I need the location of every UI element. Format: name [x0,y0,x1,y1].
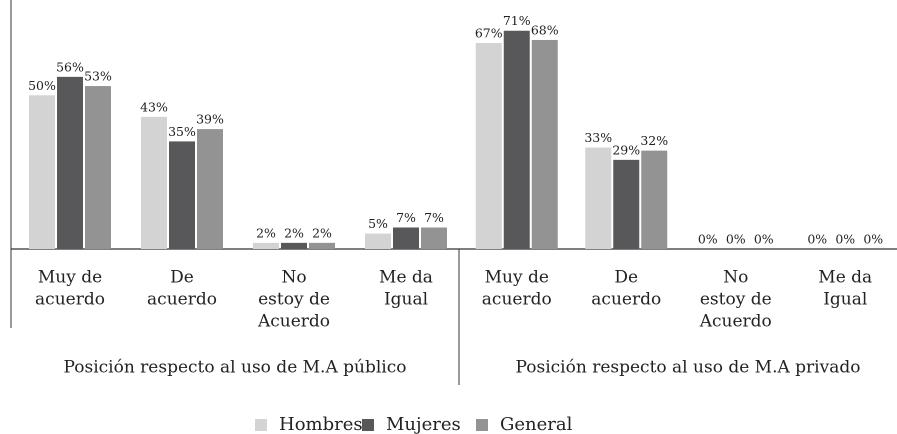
x-tick-label: acuerdo [591,290,661,310]
x-tick-label: Acuerdo [257,312,330,332]
x-tick-label: estoy de [258,290,330,310]
value-label: 2% [256,225,276,240]
value-label: 67% [475,26,503,41]
x-tick-label: Muy de [38,268,102,288]
x-tick-label: acuerdo [147,290,217,310]
value-label: 32% [640,133,668,148]
value-label: 5% [368,216,388,231]
value-label: 35% [168,124,196,139]
bar [365,233,391,249]
value-label: 2% [284,225,304,240]
bar [29,95,55,249]
x-tick-label: Acuerdo [699,312,772,332]
value-label: 43% [140,99,168,114]
bar [475,43,502,250]
x-tick-label: Muy de [485,268,549,288]
value-label: 33% [584,130,612,145]
value-label: 0% [835,232,855,247]
value-label: 56% [56,59,84,74]
value-label: 71% [503,13,531,28]
value-label: 0% [698,232,718,247]
bar [253,242,279,249]
x-tick-label: Igual [823,290,867,310]
x-tick-label: Me da [379,268,433,288]
x-tick-label: estoy de [700,290,772,310]
value-label: 7% [424,210,444,225]
x-tick-label: De [170,268,194,288]
value-label: 53% [84,69,112,84]
value-label: 39% [196,112,224,127]
x-tick-label: No [723,268,748,288]
x-tick-label: acuerdo [35,290,105,310]
value-label: 0% [863,232,883,247]
bar [641,150,668,249]
value-label: 0% [807,232,827,247]
bar [85,86,111,250]
legend-label: General [500,414,573,434]
bar [393,227,419,249]
bar [585,147,612,249]
bar [169,141,195,249]
bar [197,129,223,249]
bar [421,227,447,249]
value-label: 0% [726,232,746,247]
value-label: 7% [396,210,416,225]
legend-label: Mujeres [386,414,461,434]
x-tick-label: acuerdo [482,290,552,310]
value-label: 68% [531,22,559,37]
x-tick-label: Me da [818,268,872,288]
bar [281,242,307,249]
bar [57,76,83,249]
bar [613,159,640,249]
x-tick-label: No [281,268,306,288]
bar [309,242,335,249]
legend-label: Hombres [279,414,363,434]
legend-swatch [476,419,488,431]
bar [531,39,558,249]
bar [141,116,167,249]
legend-swatch [362,419,374,431]
value-label: 0% [754,232,774,247]
value-label: 29% [612,142,640,157]
x-tick-label: De [614,268,638,288]
group-label: Posición respecto al uso de M.A público [63,358,406,378]
x-tick-label: Igual [384,290,428,310]
legend-swatch [255,419,267,431]
value-label: 2% [312,225,332,240]
value-label: 50% [28,78,56,93]
group-label: Posición respecto al uso de M.A privado [516,358,861,378]
bar [503,30,530,250]
